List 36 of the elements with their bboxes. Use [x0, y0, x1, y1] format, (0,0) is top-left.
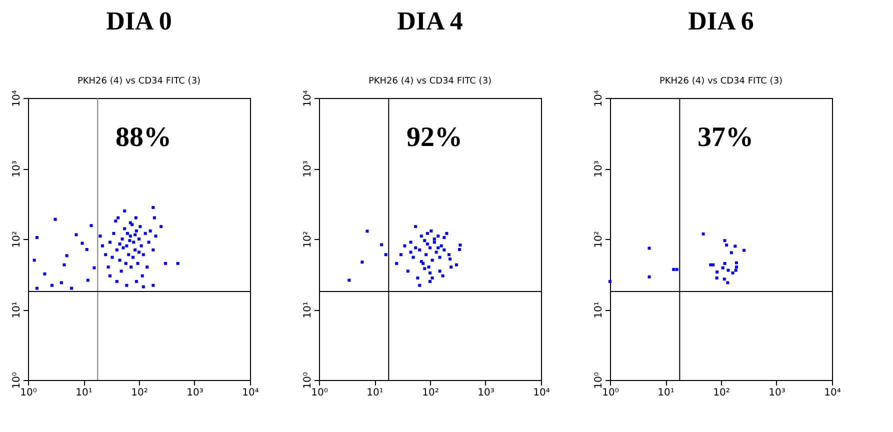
y-tick-label: 10⁴ — [594, 90, 604, 107]
annotation: 88% — [115, 122, 172, 153]
chart-title: DIA 0 — [106, 6, 172, 36]
chart-subtitle: PKH26 (4) vs CD34 FITC (3) — [368, 76, 492, 87]
y-tick-label: 10¹ — [302, 302, 314, 318]
x-tick-label: 10¹ — [658, 388, 674, 398]
y-tick-label: 10³ — [12, 160, 22, 178]
y-tick-label: 10² — [302, 231, 314, 248]
x-tick-label: 10³ — [768, 388, 786, 398]
x-tick-label: 10⁴ — [242, 388, 259, 398]
x-tick-label: 10⁴ — [824, 388, 841, 398]
chart-title: DIA 6 — [688, 6, 754, 36]
x-tick-label: 10² — [131, 388, 148, 398]
y-tick-label: 10⁴ — [302, 90, 314, 107]
x-tick-label: 10⁰ — [602, 388, 619, 398]
y-tick-label: 10³ — [302, 160, 314, 178]
x-tick-label: 10² — [422, 388, 439, 398]
annotation: 37% — [697, 122, 754, 153]
x-tick-label: 10³ — [478, 388, 494, 398]
annotation: 92% — [406, 122, 462, 153]
y-tick-label: 10¹ — [12, 302, 22, 318]
y-tick-label: 10² — [12, 231, 22, 248]
y-tick-label: 10⁴ — [12, 90, 22, 107]
chart-title: DIA 4 — [397, 6, 463, 36]
x-tick-label: 10⁰ — [20, 388, 37, 398]
chart-subtitle: PKH26 (4) vs CD34 FITC (3) — [659, 76, 783, 87]
x-tick-label: 10³ — [186, 388, 204, 398]
y-tick-label: 10¹ — [594, 302, 604, 318]
x-tick-label: 10¹ — [366, 388, 384, 398]
x-tick-label: 10⁴ — [533, 388, 550, 398]
y-tick-label: 10² — [594, 231, 604, 248]
x-tick-label: 10² — [713, 388, 730, 398]
chart-subtitle: PKH26 (4) vs CD34 FITC (3) — [77, 76, 201, 87]
y-tick-label: 10³ — [594, 160, 604, 178]
x-tick-label: 10¹ — [76, 388, 92, 398]
x-tick-label: 10⁰ — [311, 388, 328, 398]
